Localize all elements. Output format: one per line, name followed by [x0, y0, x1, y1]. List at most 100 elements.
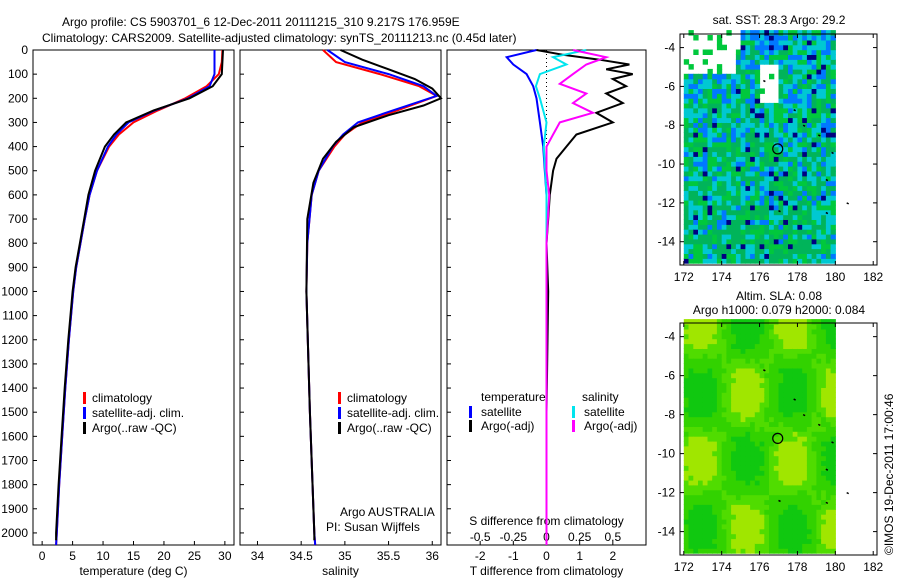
- map-cell: [716, 122, 723, 128]
- map-cell: [821, 353, 827, 359]
- map-cell: [688, 30, 694, 36]
- map-cell: [769, 243, 775, 250]
- map-cell: [726, 528, 732, 535]
- map-cell: [707, 509, 713, 515]
- map-cell: [811, 175, 817, 182]
- map-cell: [830, 431, 836, 437]
- map-cell: [769, 333, 775, 340]
- map-cell: [769, 489, 775, 496]
- map-cell: [802, 161, 808, 167]
- map-cell: [821, 122, 827, 128]
- map-cell: [716, 450, 723, 457]
- map-cell: [806, 319, 813, 325]
- map-cell: [712, 533, 718, 540]
- map-cell: [735, 475, 742, 481]
- map-cell: [726, 538, 732, 544]
- map-cell: [797, 489, 803, 496]
- map-cell: [745, 30, 751, 36]
- map-cell: [726, 494, 732, 501]
- map-cell: [816, 112, 822, 119]
- legend-label: climatology: [92, 391, 152, 405]
- map-cell: [802, 523, 808, 530]
- map-cell: [698, 132, 704, 138]
- map-cell: [735, 514, 742, 520]
- map-cell: [721, 319, 727, 325]
- map-cell: [740, 343, 746, 349]
- map-cell: [830, 440, 836, 447]
- map-cell: [783, 455, 789, 462]
- map-cell: [788, 195, 794, 201]
- map-cell: [721, 377, 727, 384]
- map-cell: [821, 39, 827, 46]
- map-cell: [698, 78, 704, 85]
- map-cell: [788, 392, 794, 398]
- map-cell: [683, 219, 690, 225]
- map-cell: [816, 319, 822, 325]
- legend-swatch: [338, 407, 341, 419]
- map-cell: [716, 421, 723, 427]
- map-cell: [792, 348, 798, 354]
- map-cell: [683, 382, 690, 388]
- map-cell: [816, 479, 822, 486]
- map-cell: [698, 122, 704, 128]
- map-cell: [816, 185, 822, 191]
- map-cell: [750, 363, 756, 369]
- map-cell: [764, 538, 770, 544]
- map-cell: [707, 348, 713, 354]
- map-cell: [735, 455, 742, 462]
- legend-label: climatology: [347, 391, 407, 405]
- y-tick-label: 800: [8, 236, 28, 250]
- map-cell: [792, 243, 798, 250]
- map-cell: [806, 68, 813, 75]
- map-cell: [802, 465, 808, 471]
- map-cell: [721, 470, 727, 476]
- map-cell: [740, 533, 746, 540]
- map-cell: [816, 180, 822, 187]
- map-cell: [745, 324, 751, 330]
- map-cell: [702, 494, 708, 501]
- map-cell: [712, 402, 718, 408]
- map-cell: [825, 450, 832, 457]
- map-cell: [773, 185, 780, 191]
- map-cell: [769, 504, 775, 510]
- map-cell: [754, 98, 761, 104]
- map-cell: [688, 127, 694, 133]
- map-cell: [740, 39, 746, 46]
- map-cell: [707, 229, 713, 235]
- map-cell: [716, 494, 723, 501]
- map-cell: [707, 117, 713, 123]
- map-cell: [712, 509, 718, 515]
- map-cell: [759, 397, 765, 403]
- map-cell: [683, 224, 690, 230]
- map-cell: [693, 204, 699, 211]
- map-cell: [735, 102, 742, 109]
- map-cell: [825, 538, 832, 544]
- map-cell: [802, 204, 808, 211]
- map-cell: [735, 479, 742, 486]
- map-cell: [764, 59, 770, 65]
- map-cell: [783, 166, 789, 172]
- map-cell: [731, 258, 737, 264]
- map-cell: [778, 504, 784, 510]
- map-cell: [769, 455, 775, 462]
- map-cell: [707, 523, 713, 530]
- map-cell: [716, 411, 723, 418]
- map-cell: [783, 499, 789, 505]
- x-tick-label: 178: [787, 560, 807, 574]
- map-cell: [740, 436, 746, 442]
- map-cell: [802, 195, 808, 201]
- map-cell: [688, 122, 694, 128]
- map-cell: [754, 479, 761, 486]
- map-cell: [688, 156, 694, 162]
- map-cell: [726, 30, 732, 36]
- map-cell: [707, 367, 713, 374]
- map-cell: [698, 372, 704, 379]
- map-cell: [759, 333, 765, 340]
- map-cell: [693, 421, 699, 427]
- map-cell: [750, 416, 756, 423]
- map-cell: [707, 166, 713, 172]
- map-cell: [788, 59, 794, 65]
- map-cell: [830, 387, 836, 393]
- map-cell: [750, 426, 756, 432]
- map-cell: [792, 460, 798, 466]
